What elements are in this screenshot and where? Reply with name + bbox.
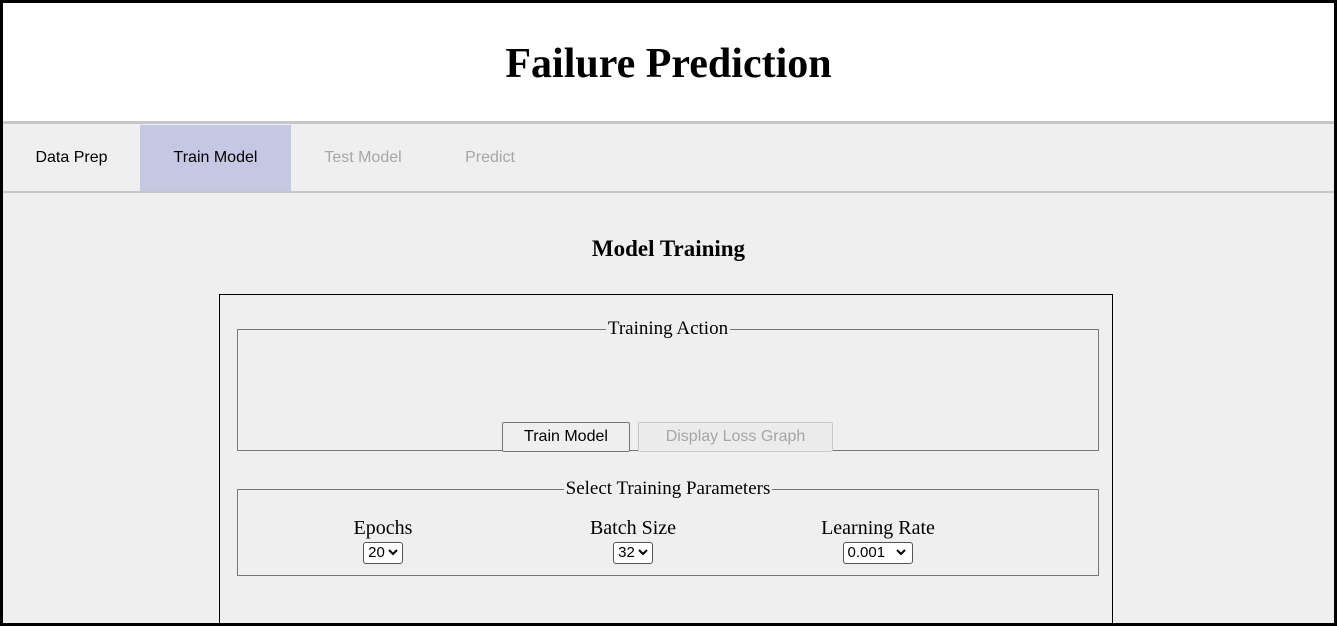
training-panel: Training Action Train Model Display Loss… (219, 294, 1113, 623)
tab-predict: Predict (465, 149, 515, 166)
tab-test-model: Test Model (324, 149, 402, 166)
page-title: Failure Prediction (505, 41, 832, 87)
tab-divider (3, 191, 1334, 193)
epochs-label: Epochs (353, 517, 413, 539)
app-frame: Failure Prediction Data Prep Train Model… (3, 3, 1334, 623)
batch-size-select[interactable]: 32 (613, 542, 653, 564)
learning-rate-value: 0.001 (847, 544, 886, 561)
chevron-down-icon (388, 548, 398, 555)
batch-size-value: 32 (618, 544, 635, 561)
learning-rate-label: Learning Rate (821, 517, 935, 539)
train-model-button[interactable]: Train Model (502, 422, 630, 452)
tab-train-model[interactable]: Train Model (140, 125, 291, 191)
tab-bar: Data Prep Train Model Test Model Predict (3, 124, 1334, 191)
training-parameters-legend: Select Training Parameters (565, 478, 771, 499)
header-divider (3, 121, 1334, 124)
tab-data-prep[interactable]: Data Prep (35, 149, 108, 166)
training-action-group: Training Action Train Model Display Loss… (237, 318, 1099, 452)
epochs-param: Epochs 20 (338, 516, 428, 564)
training-action-legend: Training Action (607, 318, 729, 339)
learning-rate-param: Learning Rate 0.001 (798, 516, 958, 564)
batch-size-param: Batch Size 32 (568, 516, 698, 564)
chevron-down-icon (638, 548, 648, 555)
display-loss-graph-button: Display Loss Graph (638, 422, 833, 452)
epochs-select[interactable]: 20 (363, 542, 403, 564)
chevron-down-icon (896, 548, 907, 555)
batch-size-label: Batch Size (589, 517, 677, 539)
section-title: Model Training (591, 236, 746, 261)
page-header: Failure Prediction (3, 3, 1334, 121)
epochs-value: 20 (368, 544, 385, 561)
training-parameters-group: Select Training Parameters Epochs 20 Bat… (237, 478, 1099, 576)
learning-rate-select[interactable]: 0.001 (842, 542, 914, 564)
